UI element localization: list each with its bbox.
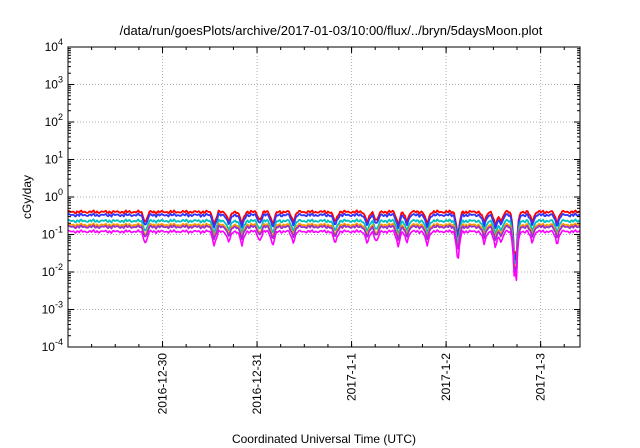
grid-lines xyxy=(68,47,580,347)
x-tick-label: 2017-1-2 xyxy=(439,353,453,401)
y-tick-label: 102 xyxy=(45,112,63,129)
x-tick-labels: 2016-12-30 2016-12-31 2017-1-1 2017-1-2 2017… xyxy=(156,353,548,415)
series-line xyxy=(67,212,581,265)
y-axis-label: cGy/day xyxy=(20,175,34,219)
series-line xyxy=(67,218,581,271)
y-tick-label: 103 xyxy=(45,75,63,92)
y-tick-label: 10-1 xyxy=(42,225,63,242)
y-tick-label: 10-3 xyxy=(42,300,63,317)
x-tick-label: 2017-1-3 xyxy=(534,353,548,401)
series-line xyxy=(67,224,581,277)
y-tick-label: 101 xyxy=(45,150,63,167)
x-tick-label: 2017-1-1 xyxy=(345,353,359,401)
y-tick-label: 10-2 xyxy=(42,262,63,279)
x-axis-label: Coordinated Universal Time (UTC) xyxy=(232,432,416,446)
series-group xyxy=(67,209,581,282)
axis-ticks xyxy=(67,46,580,348)
series-line xyxy=(67,229,581,282)
x-tick-label: 2016-12-30 xyxy=(156,353,170,415)
chart-title: /data/run/goesPlots/archive/2017-01-03/1… xyxy=(120,23,543,38)
x-tick-label: 2016-12-31 xyxy=(250,353,264,415)
y-tick-label: 10-4 xyxy=(42,337,63,354)
y-tick-label: 100 xyxy=(45,187,63,204)
y-tick-label: 104 xyxy=(45,37,63,54)
y-tick-labels: 104 103 102 101 100 10-1 10-2 10-3 10-4 xyxy=(42,37,63,354)
